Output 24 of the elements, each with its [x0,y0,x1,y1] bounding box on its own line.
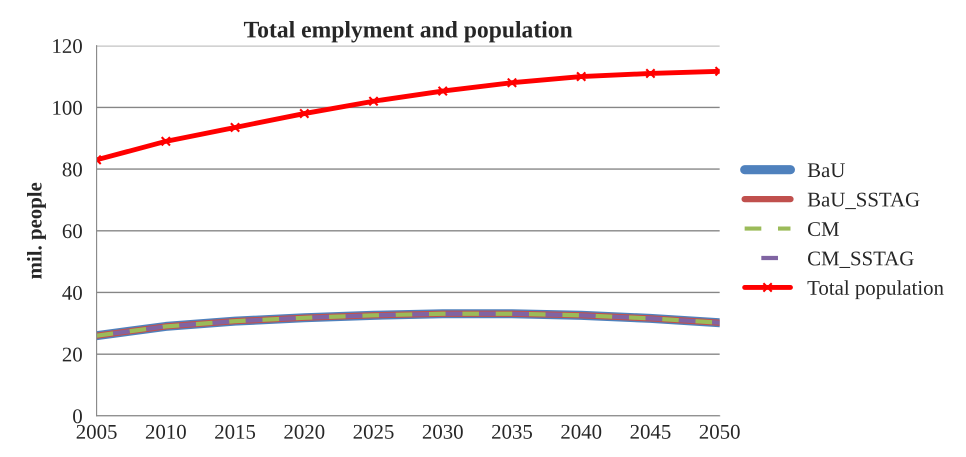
y-tick-label: 0 [73,409,82,424]
x-tick-label: 2040 [561,424,602,439]
legend-label: CM [808,222,839,236]
chart-title: Total emplyment and population [244,20,572,42]
y-tick-label: 40 [62,286,82,300]
y-tick-label: 80 [62,162,82,177]
x-tick-label: 2015 [215,424,256,439]
x-tick-label: 2005 [76,424,117,439]
x-tick-label: 2020 [284,424,324,439]
legend-label: BaU [808,163,845,178]
x-tick-label: 2050 [700,424,740,439]
y-tick-label: 120 [53,39,82,54]
legend-label: BaU_SSTAG [808,192,920,210]
x-tick-label: 2045 [630,424,670,439]
y-tick-label: 60 [62,224,82,238]
y-tick-label: 20 [62,348,82,362]
x-tick-label: 2010 [146,424,186,439]
y-axis-title: mil. people [27,182,46,279]
x-tick-label: 2030 [422,424,463,439]
x-tick-label: 2035 [492,424,532,439]
x-tick-label: 2025 [354,424,394,439]
legend-label: CM_SSTAG [808,252,914,268]
legend-label: Total population [808,280,944,300]
y-tick-label: 100 [53,100,82,115]
